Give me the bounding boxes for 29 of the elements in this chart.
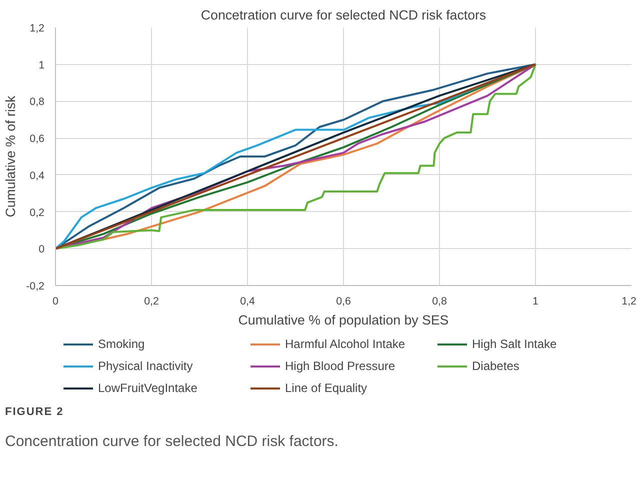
x-tick-label: 0,2 <box>144 296 159 308</box>
legend-label: High Salt Intake <box>472 337 558 351</box>
caption: FIGURE 2 <box>5 406 64 418</box>
x-tick-label: 1,2 <box>622 296 637 308</box>
y-tick-label: 1 <box>38 59 45 72</box>
y-tick-label: 0 <box>38 244 45 256</box>
x-axis-title: Cumulative % of population by SES <box>238 312 449 328</box>
x-tick-label: 0 <box>52 296 59 308</box>
x-tick-label: 0,4 <box>240 296 255 308</box>
legend-label: Diabetes <box>472 359 520 373</box>
legend-label: LowFruitVegIntake <box>98 381 198 395</box>
y-tick-label: 0,2 <box>30 206 45 219</box>
chart-title: Concetration curve for selected NCD risk factors <box>200 8 486 22</box>
legend-label: High Blood Pressure <box>285 359 396 373</box>
y-axis-title: Cumulative % of risk <box>3 95 18 218</box>
legend-label: Line of Equality <box>285 381 368 395</box>
y-tick-label: -0,2 <box>26 280 45 292</box>
legend-label: Harmful Alcohol Intake <box>285 337 406 351</box>
y-tick-label: 0,8 <box>30 96 45 108</box>
legend-label: Smoking <box>98 337 146 351</box>
x-tick-label: 1 <box>532 296 539 308</box>
y-tick-label: 1,2 <box>30 22 45 34</box>
legend-label: Physical Inactivity <box>98 359 194 373</box>
x-tick-label: 0,6 <box>336 296 351 308</box>
y-tick-label: 0,4 <box>30 170 45 182</box>
text: Concentration curve for selected NCD risk factors. <box>5 432 338 450</box>
y-tick-label: 0,6 <box>30 133 45 146</box>
line-series <box>56 63 536 250</box>
x-tick-label: 0,8 <box>432 296 447 308</box>
